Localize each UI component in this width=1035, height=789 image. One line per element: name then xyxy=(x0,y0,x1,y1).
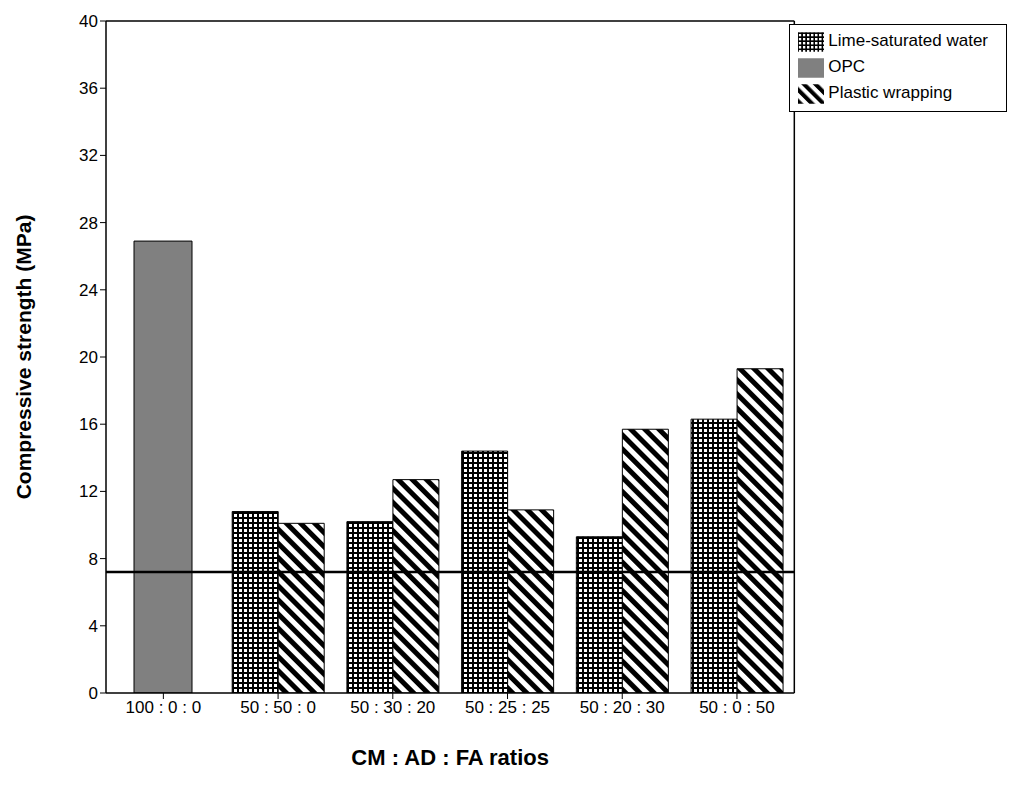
svg-text:24: 24 xyxy=(79,281,98,300)
html-text:OPC: OPC xyxy=(828,57,866,77)
svg-text:0: 0 xyxy=(89,684,98,703)
svg-text:4: 4 xyxy=(89,617,98,636)
svg-text:Compressive strength (MPa): Compressive strength (MPa) xyxy=(12,215,35,500)
svg-text:50 : 30 : 20: 50 : 30 : 20 xyxy=(350,698,435,717)
svg-text:50 : 0 : 50: 50 : 0 : 50 xyxy=(699,698,775,717)
svg-text:CM : AD : FA ratios: CM : AD : FA ratios xyxy=(351,745,549,770)
svg-text:12: 12 xyxy=(79,482,98,501)
html-text:Plastic wrapping: Plastic wrapping xyxy=(828,83,953,103)
svg-text:28: 28 xyxy=(79,214,98,233)
svg-text:50 : 25 : 25: 50 : 25 : 25 xyxy=(465,698,550,717)
svg-text:50 : 20 : 30: 50 : 20 : 30 xyxy=(580,698,665,717)
svg-text:100 : 0 : 0: 100 : 0 : 0 xyxy=(126,698,202,717)
svg-text:36: 36 xyxy=(79,79,98,98)
svg-text:16: 16 xyxy=(79,415,98,434)
html-text:Lime-saturated water: Lime-saturated water xyxy=(828,31,988,51)
svg-text:32: 32 xyxy=(79,146,98,165)
svg-text:50 : 50 : 0: 50 : 50 : 0 xyxy=(240,698,316,717)
svg-text:8: 8 xyxy=(89,550,98,569)
svg-text:40: 40 xyxy=(79,12,98,31)
svg-text:20: 20 xyxy=(79,348,98,367)
